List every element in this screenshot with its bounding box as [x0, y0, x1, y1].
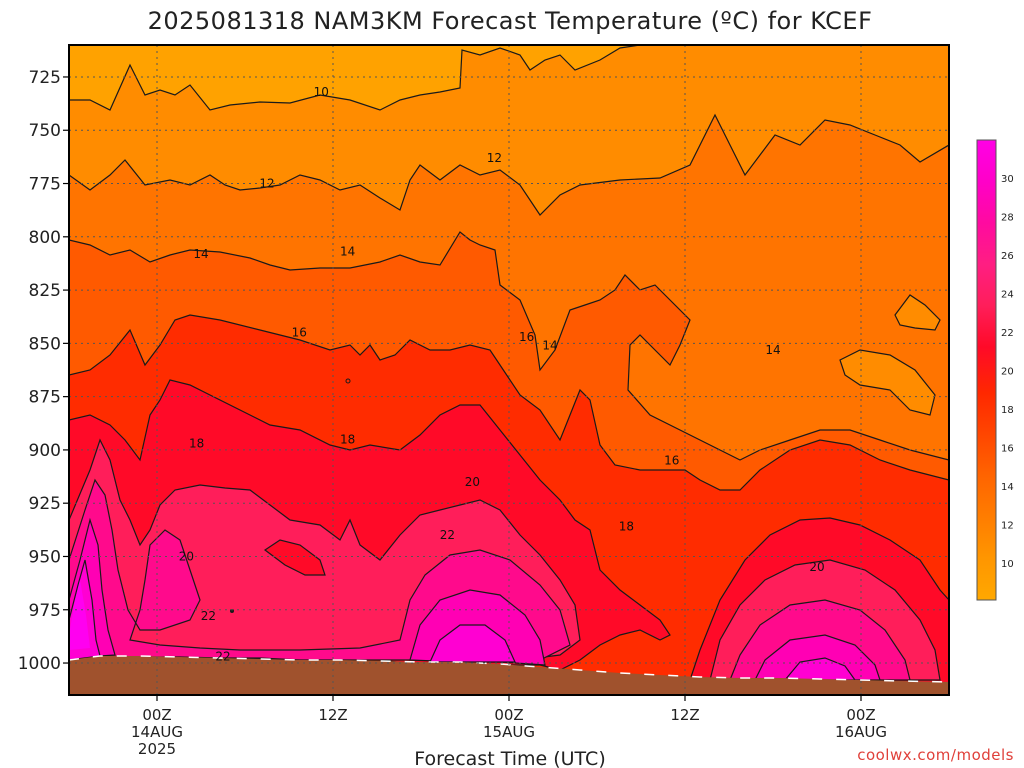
y-tick-label: 925 — [29, 494, 61, 514]
contour-label: 12 — [259, 177, 274, 191]
colorbar-label: 18 — [1001, 405, 1014, 416]
colorbar-labels: 30 28 26 24 22 20 18 16 14 12 10 — [1001, 174, 1014, 570]
y-tick-label: 725 — [29, 68, 61, 88]
colorbar: 30 28 26 24 22 20 18 16 14 12 10 — [976, 139, 1014, 601]
contour-labels: 10 12 12 14 14 14 14 16 16 16 18 18 18 20 20 20 22 22 22 — [179, 85, 825, 664]
x-axis-label: Forecast Time (UTC) — [414, 748, 605, 768]
x-tick-label: 00Z — [494, 706, 523, 724]
x-tick-label: 2025 — [138, 740, 176, 758]
contour-label: 22 — [440, 528, 455, 542]
contour-label: 18 — [189, 437, 204, 451]
contour-label: 16 — [292, 326, 307, 340]
contour-label: 22 — [215, 650, 230, 664]
colorbar-label: 16 — [1001, 444, 1014, 455]
y-tick-label: 1000 — [18, 654, 61, 674]
contour-label: 14 — [765, 343, 780, 357]
colorbar-bar — [976, 139, 997, 601]
y-tick-label: 975 — [29, 601, 61, 621]
y-tick-label: 825 — [29, 281, 61, 301]
x-tick-label: 14AUG — [131, 723, 183, 741]
grid — [69, 45, 949, 695]
contour-label: 14 — [340, 245, 355, 259]
credit-text: coolwx.com/models — [857, 746, 1014, 764]
colorbar-label: 30 — [1001, 174, 1014, 185]
patch-14-upper-right — [894, 294, 941, 331]
contour-label: 16 — [664, 454, 679, 468]
y-tick-label: 850 — [29, 334, 61, 354]
colorbar-label: 28 — [1001, 213, 1014, 224]
y-tick-label: 775 — [29, 175, 61, 195]
plot-frame — [68, 44, 950, 696]
colorbar-label: 24 — [1001, 290, 1014, 301]
y-tick-label: 900 — [29, 441, 61, 461]
colorbar-label: 22 — [1001, 328, 1014, 339]
patch-warm-12z — [263, 539, 326, 576]
contour-label: 18 — [340, 432, 355, 446]
y-axis: 725 750 775 800 825 850 875 900 925 950 975 1000 — [18, 68, 69, 674]
x-tick-label: 00Z — [142, 706, 171, 724]
contour-label: 16 — [519, 330, 534, 344]
band-28-30-center — [429, 624, 516, 663]
y-tick-label: 875 — [29, 388, 61, 408]
x-tick-label: 16AUG — [835, 723, 887, 741]
colorbar-label: 20 — [1001, 367, 1014, 378]
y-tick-label: 800 — [29, 228, 61, 248]
contour-label: 20 — [809, 560, 824, 574]
contour-label: 10 — [314, 85, 329, 99]
contour-label: 22 — [201, 609, 216, 623]
y-tick-label: 950 — [29, 547, 61, 567]
colorbar-label: 14 — [1001, 482, 1014, 493]
colorbar-label: 10 — [1001, 559, 1014, 570]
colorbar-label: 12 — [1001, 521, 1014, 532]
patch-14-right — [839, 349, 936, 416]
x-tick-label: 12Z — [670, 706, 699, 724]
colorbar-label: 26 — [1001, 251, 1014, 262]
contour-label: 14 — [542, 338, 557, 352]
contour-label: 20 — [465, 475, 480, 489]
x-tick-label: 12Z — [318, 706, 347, 724]
x-tick-label: 15AUG — [483, 723, 535, 741]
x-tick-label: 00Z — [846, 706, 875, 724]
contour-label: 20 — [179, 549, 194, 563]
contour-label: 12 — [487, 151, 502, 165]
chart-title: 2025081318 NAM3KM Forecast Temperature (… — [148, 7, 873, 35]
ground-edge — [69, 655, 949, 683]
contour-label: 14 — [193, 247, 208, 261]
band-26-right — [754, 634, 881, 681]
y-tick-label: 750 — [29, 121, 61, 141]
contour-label: 18 — [619, 520, 634, 534]
band-30-plus — [69, 580, 90, 650]
contour-dot — [345, 378, 351, 384]
